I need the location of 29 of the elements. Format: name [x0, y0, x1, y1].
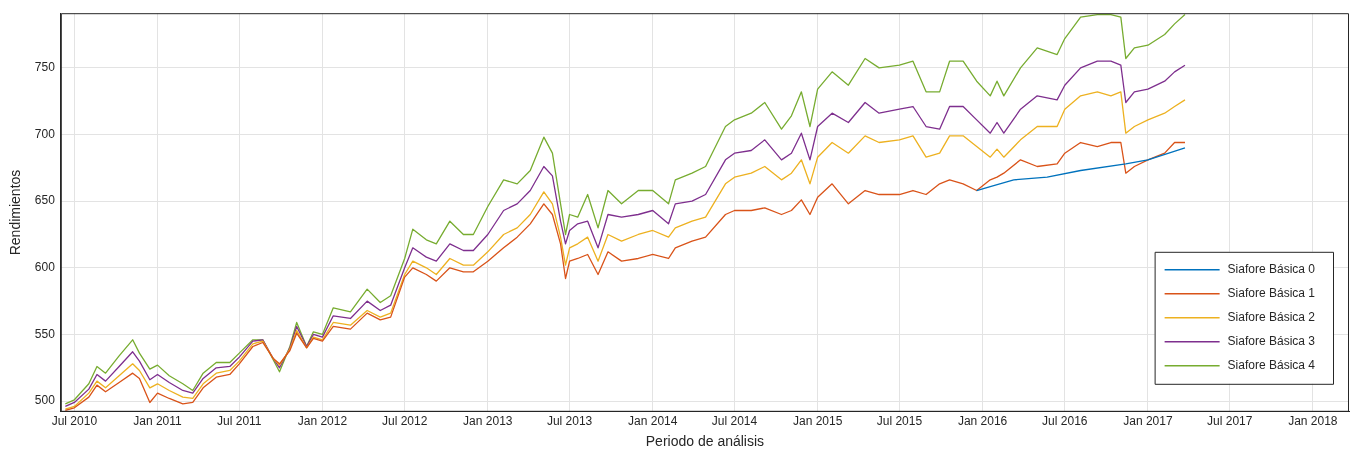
y-tick-label: 650 — [34, 193, 56, 208]
x-tick-label: Jan 2014 — [628, 414, 678, 429]
y-tick-label: 750 — [34, 60, 56, 75]
x-tick-label: Jul 2013 — [546, 414, 593, 429]
x-tick-label: Jul 2017 — [1207, 414, 1253, 429]
x-tick-label: Jan 2011 — [133, 414, 183, 429]
y-axis-title: Rendimientos — [7, 169, 24, 256]
x-tick-label: Jan 2017 — [1123, 414, 1173, 429]
y-tick-label: 500 — [34, 393, 56, 408]
x-tick-label: Jan 2015 — [792, 414, 843, 429]
x-tick-label: Jan 2012 — [297, 414, 348, 429]
x-tick-label: Jul 2015 — [876, 414, 923, 429]
x-tick-label: Jan 2013 — [463, 414, 513, 429]
legend-label: Siafore Básica 4 — [1227, 358, 1316, 373]
legend-label: Siafore Básica 3 — [1227, 334, 1316, 349]
y-tick-label: 550 — [34, 326, 56, 341]
y-tick-label: 700 — [34, 126, 56, 141]
x-tick-label: Jan 2016 — [957, 414, 1008, 429]
x-tick-label: Jul 2010 — [51, 414, 98, 429]
x-tick-label: Jul 2016 — [1042, 414, 1088, 429]
x-tick-label: Jan 2018 — [1288, 414, 1338, 429]
legend-label: Siafore Básica 2 — [1227, 310, 1316, 325]
x-axis-title: Periodo de análisis — [645, 433, 765, 450]
y-tick-label: 600 — [34, 260, 56, 275]
x-tick-label: Jul 2012 — [381, 414, 428, 429]
legend-label: Siafore Básica 0 — [1227, 262, 1316, 277]
x-tick-label: Jul 2011 — [217, 414, 262, 429]
legend-label: Siafore Básica 1 — [1227, 286, 1316, 301]
x-tick-label: Jul 2014 — [711, 414, 758, 429]
